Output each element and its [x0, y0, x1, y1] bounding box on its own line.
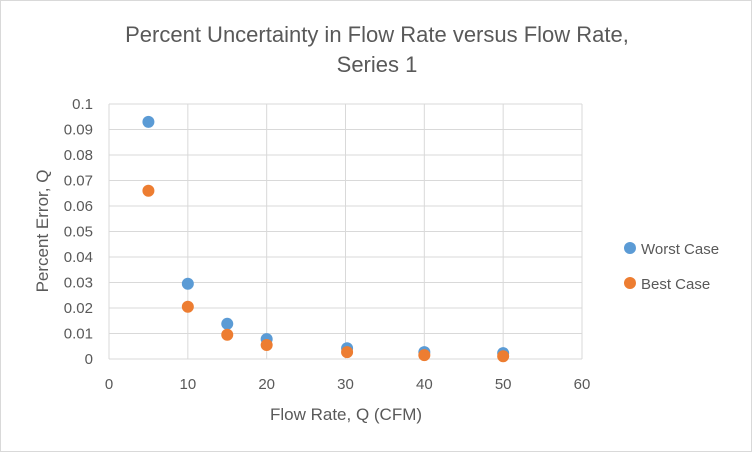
- legend: Worst Case Best Case: [624, 241, 719, 293]
- gridlines: [108, 103, 583, 360]
- legend-label-best-case: Best Case: [641, 276, 710, 293]
- x-tick-label: 50: [495, 376, 512, 393]
- x-tick-label: 60: [574, 376, 591, 393]
- x-tick-label: 40: [416, 376, 433, 393]
- y-tick-label: 0.09: [64, 122, 93, 139]
- data-point-best-case: [418, 349, 431, 362]
- data-point-best-case: [260, 338, 273, 351]
- y-tick-label: 0.03: [64, 275, 93, 292]
- y-tick-label: 0.01: [64, 326, 93, 343]
- x-tick-label: 20: [258, 376, 275, 393]
- chart-title-line-2: Series 1: [337, 52, 418, 77]
- data-point-best-case: [142, 184, 155, 197]
- legend-marker-worst-case: [624, 242, 636, 254]
- x-tick-labels: 0 10 20 30 40 50 60: [105, 376, 591, 393]
- data-point-worst-case: [142, 115, 155, 128]
- data-point-best-case: [221, 328, 234, 341]
- y-axis-title: Percent Error, Q: [33, 170, 52, 293]
- data-point-best-case: [181, 300, 194, 313]
- data-point-best-case: [497, 350, 510, 363]
- y-tick-label: 0.08: [64, 147, 93, 164]
- y-tick-label: 0.07: [64, 173, 93, 190]
- legend-marker-best-case: [624, 277, 636, 289]
- data-point-worst-case: [181, 277, 194, 290]
- legend-label-worst-case: Worst Case: [641, 241, 719, 258]
- chart-title-line-1: Percent Uncertainty in Flow Rate versus …: [125, 22, 629, 47]
- data-point-worst-case: [221, 317, 234, 330]
- y-tick-label: 0.1: [72, 96, 93, 113]
- y-tick-label: 0.02: [64, 300, 93, 317]
- x-tick-label: 30: [337, 376, 354, 393]
- y-tick-label: 0.05: [64, 224, 93, 241]
- y-tick-labels: 0 0.01 0.02 0.03 0.04 0.05 0.06 0.07 0.08 0.09 0.1: [64, 96, 93, 368]
- y-tick-label: 0.06: [64, 198, 93, 215]
- y-tick-label: 0.04: [64, 249, 93, 266]
- data-point-best-case: [341, 346, 354, 359]
- data-points: [142, 115, 510, 363]
- y-tick-label: 0: [85, 351, 93, 368]
- x-tick-label: 0: [105, 376, 113, 393]
- x-axis-title: Flow Rate, Q (CFM): [270, 405, 422, 424]
- x-tick-label: 10: [179, 376, 196, 393]
